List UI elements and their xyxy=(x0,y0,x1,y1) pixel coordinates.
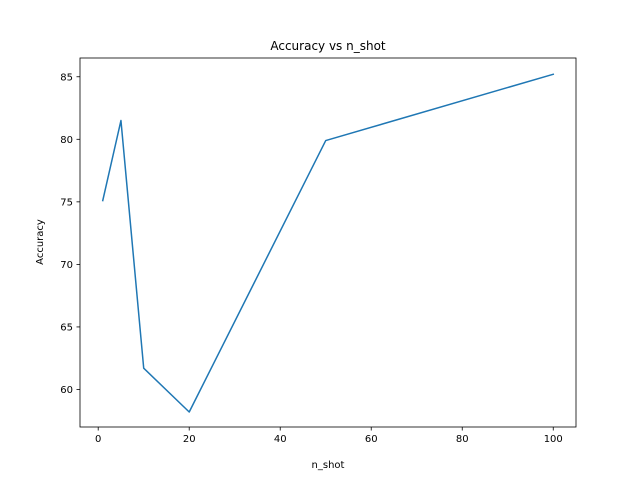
x-tick-label: 60 xyxy=(365,434,378,445)
y-tick-label: 85 xyxy=(60,72,73,83)
x-tick-label: 100 xyxy=(544,434,563,445)
y-tick-label: 60 xyxy=(60,385,73,396)
series-line-0 xyxy=(101,73,555,413)
y-tick-label: 65 xyxy=(60,322,73,333)
x-tick-label: 0 xyxy=(95,434,101,445)
y-tick-label: 80 xyxy=(60,135,73,146)
plot-area: 0 20 40 60 80 100 60 65 70 75 80 85 xyxy=(60,57,577,445)
y-tick-label: 75 xyxy=(60,197,73,208)
y-axis-label: Accuracy xyxy=(35,219,46,265)
x-axis-label: n_shot xyxy=(312,460,345,471)
axes-frame xyxy=(79,57,577,428)
x-tick-label: 80 xyxy=(456,434,469,445)
x-tick-label: 20 xyxy=(183,434,196,445)
x-tick-label: 40 xyxy=(274,434,287,445)
y-tick-label: 70 xyxy=(60,260,73,271)
chart-title: Accuracy vs n_shot xyxy=(270,39,386,53)
